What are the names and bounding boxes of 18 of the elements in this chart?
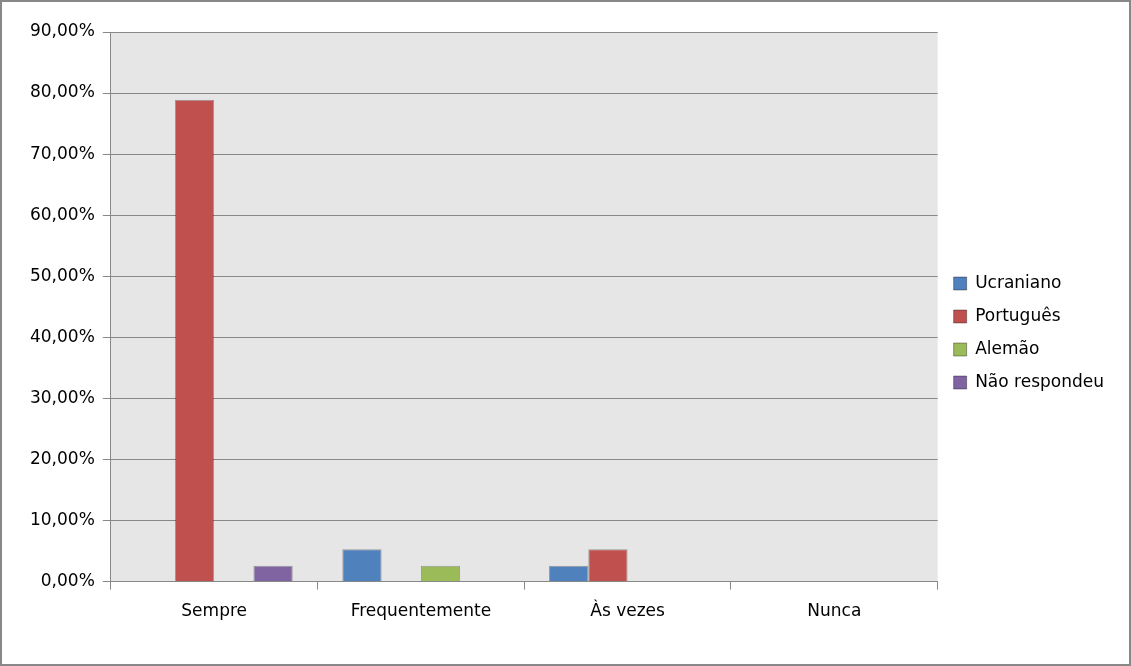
y-tick-label: 30,00% [29,386,95,407]
y-tick-label: 60,00% [29,203,95,224]
legend-label: Alemão [975,337,1040,358]
legend-label: Não respondeu [975,370,1105,391]
x-tick-label: Sempre [181,600,248,621]
y-tick-label: 20,00% [29,447,95,468]
y-tick-label: 10,00% [29,508,95,529]
legend-label: Ucraniano [975,271,1062,292]
y-tick-label: 0,00% [40,570,95,591]
y-tick-label: 90,00% [29,20,95,41]
y-tick-label: 50,00% [29,264,95,285]
y-tick-label: 80,00% [29,81,95,102]
y-tick-label: 70,00% [29,142,95,163]
y-tick-label: 40,00% [29,325,95,346]
x-tick-label: Frequentemente [350,600,492,621]
x-tick-label: Nunca [807,600,862,621]
legend-label: Português [975,304,1061,325]
x-tick-label: Às vezes [590,599,666,621]
